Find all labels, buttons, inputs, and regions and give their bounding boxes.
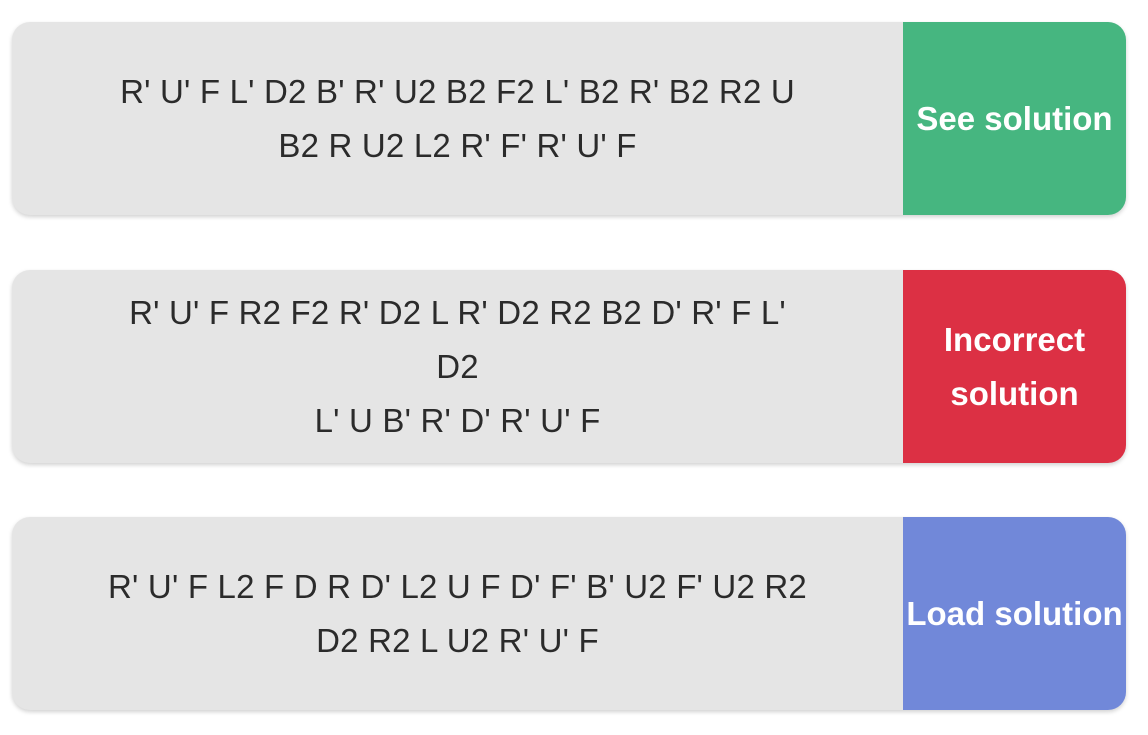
see-solution-button[interactable]: See solution [903,22,1126,215]
scramble-card: R' U' F L' D2 B' R' U2 B2 F2 L' B2 R' B2… [12,22,1126,215]
scramble-line: R' U' F R2 F2 R' D2 L R' D2 R2 B2 D' R' … [129,293,786,385]
scramble-line: D2 R2 L U2 R' U' F [316,621,599,659]
scramble-card: R' U' F L2 F D R D' L2 U F D' F' B' U2 F… [12,517,1126,710]
scramble-line: R' U' F L2 F D R D' L2 U F D' F' B' U2 F… [108,567,807,605]
incorrect-solution-label-line: solution [950,374,1079,412]
scramble-line: L' U B' R' D' R' U' F [314,401,601,439]
incorrect-solution-label: Incorrect solution [944,313,1085,421]
incorrect-solution-label-line: Incorrect [943,320,1086,358]
scramble-sequence: R' U' F L' D2 B' R' U2 B2 F2 L' B2 R' B2… [12,22,903,215]
scramble-text: R' U' F L2 F D R D' L2 U F D' F' B' U2 F… [108,560,807,668]
scramble-card: R' U' F R2 F2 R' D2 L R' D2 R2 B2 D' R' … [12,270,1126,463]
incorrect-solution-button[interactable]: Incorrect solution [903,270,1126,463]
scramble-text: R' U' F R2 F2 R' D2 L R' D2 R2 B2 D' R' … [108,286,807,448]
see-solution-label: See solution [916,99,1113,137]
scramble-text: R' U' F L' D2 B' R' U2 B2 F2 L' B2 R' B2… [120,65,795,173]
scramble-sequence: R' U' F R2 F2 R' D2 L R' D2 R2 B2 D' R' … [12,270,903,463]
load-solution-button[interactable]: Load solution [903,517,1126,710]
load-solution-label: Load solution [906,594,1123,632]
scramble-line: R' U' F L' D2 B' R' U2 B2 F2 L' B2 R' B2… [120,72,795,110]
scramble-sequence: R' U' F L2 F D R D' L2 U F D' F' B' U2 F… [12,517,903,710]
scramble-line: B2 R U2 L2 R' F' R' U' F [278,126,637,164]
